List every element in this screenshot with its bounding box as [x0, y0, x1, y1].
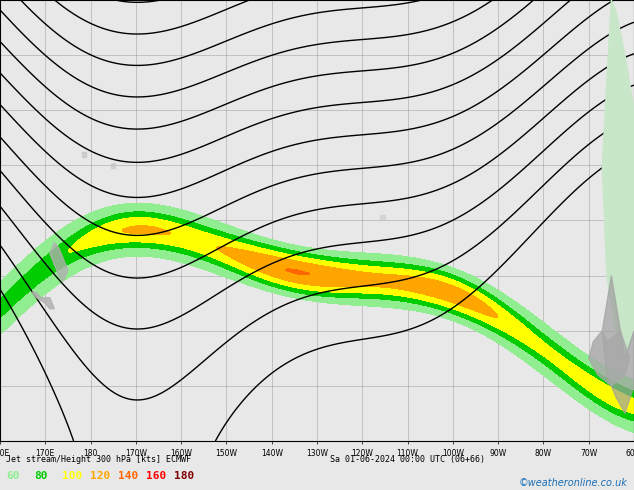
- Text: 60: 60: [6, 471, 20, 481]
- Text: 160: 160: [146, 471, 166, 481]
- Text: 180: 180: [174, 471, 194, 481]
- Text: 120: 120: [90, 471, 110, 481]
- Text: 100: 100: [62, 471, 82, 481]
- Text: 140: 140: [118, 471, 138, 481]
- Text: ©weatheronline.co.uk: ©weatheronline.co.uk: [519, 478, 628, 488]
- Polygon shape: [602, 0, 634, 358]
- Polygon shape: [589, 331, 630, 386]
- Polygon shape: [82, 151, 86, 157]
- Text: 80: 80: [34, 471, 48, 481]
- Polygon shape: [50, 243, 68, 281]
- Text: Jet stream/Height 300 hPa [kts] ECMWF: Jet stream/Height 300 hPa [kts] ECMWF: [6, 455, 191, 464]
- Polygon shape: [32, 292, 55, 309]
- Polygon shape: [602, 275, 634, 414]
- Text: Sa 01-06-2024 00:00 UTC (06+66): Sa 01-06-2024 00:00 UTC (06+66): [330, 455, 484, 464]
- Polygon shape: [111, 163, 115, 168]
- Polygon shape: [380, 215, 385, 221]
